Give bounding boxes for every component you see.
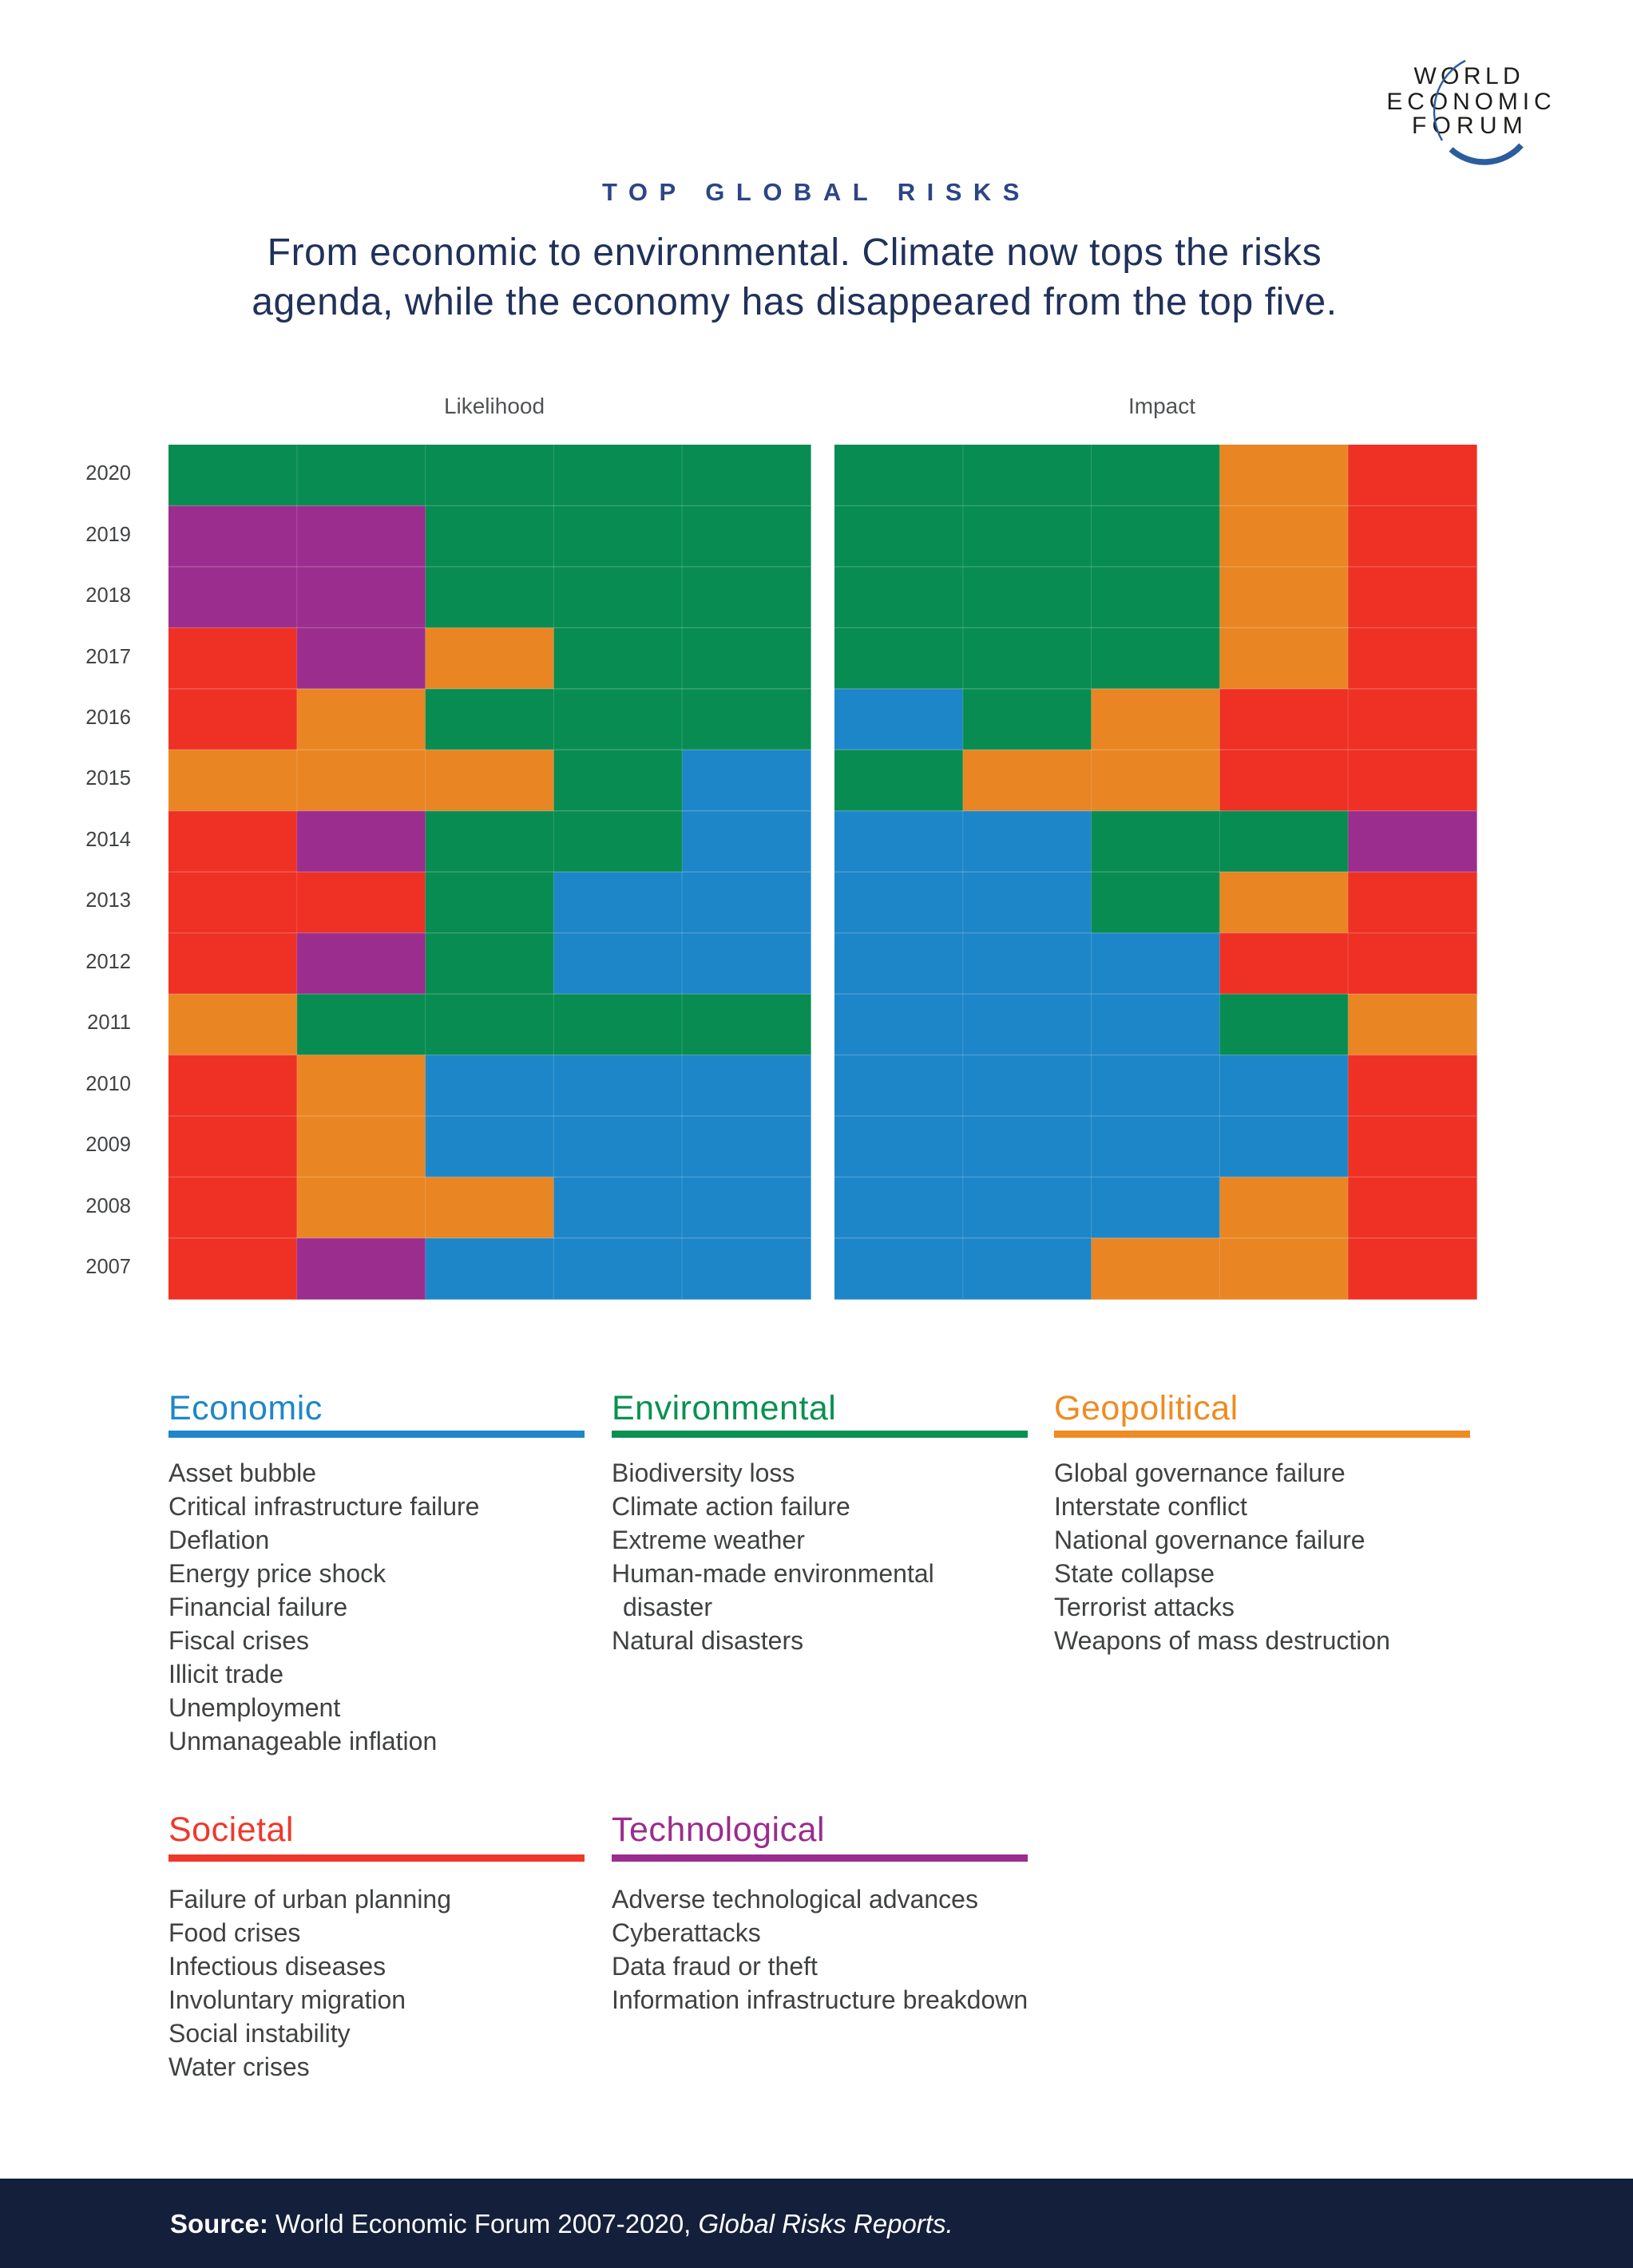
svg-text:WORLD: WORLD <box>1413 63 1524 89</box>
svg-text:ECONOMIC: ECONOMIC <box>1386 89 1556 115</box>
svg-text:FORUM: FORUM <box>1412 113 1528 139</box>
